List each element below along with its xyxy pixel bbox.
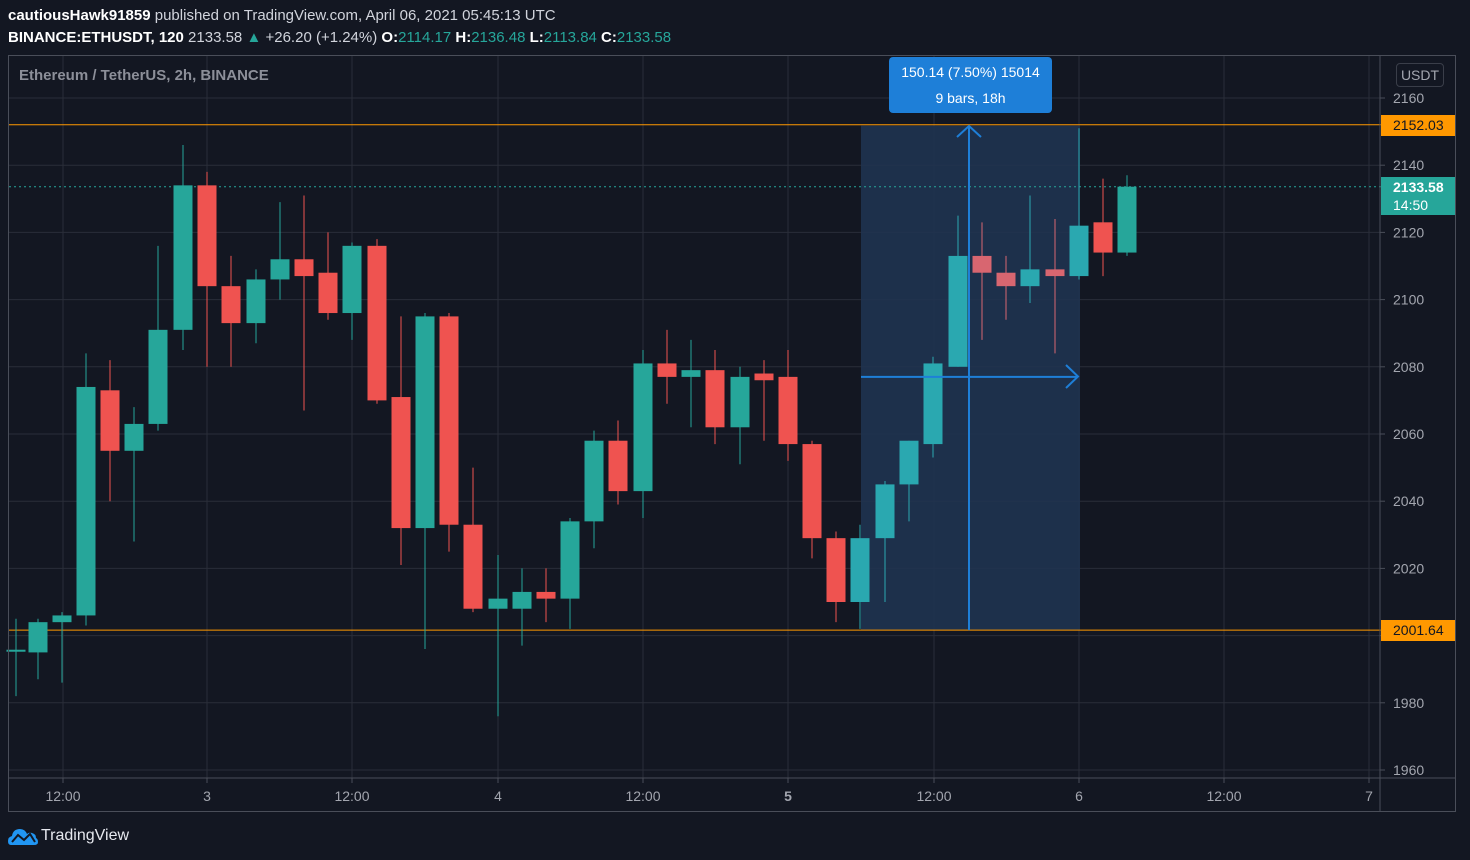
y-tick-label: 2140	[1393, 157, 1424, 173]
measure-line-2: 9 bars, 18h	[935, 90, 1006, 106]
candle	[246, 269, 266, 344]
candle	[996, 255, 1016, 320]
candle	[584, 430, 604, 549]
candle	[439, 313, 459, 552]
y-tick-label: 2020	[1393, 560, 1424, 576]
published-text: published on TradingView.com, April 06, …	[154, 7, 556, 24]
candle	[28, 618, 48, 680]
close-value: 2133.58	[616, 29, 672, 46]
candle	[681, 339, 701, 428]
candle	[826, 531, 846, 623]
candle	[875, 481, 895, 602]
y-tick-label: 1980	[1393, 695, 1424, 711]
change-value: +26.20 (+1.24%)	[265, 29, 378, 46]
y-tick-label: 1960	[1393, 762, 1424, 778]
candle	[294, 195, 314, 411]
candle	[221, 255, 241, 367]
candle	[100, 360, 120, 502]
candle	[148, 245, 168, 431]
candle	[124, 407, 144, 542]
close-label: C:	[601, 29, 617, 46]
high-value: 2136.48	[471, 29, 526, 46]
candle	[778, 350, 798, 461]
candle	[488, 554, 508, 717]
candle	[633, 350, 653, 518]
tradingview-logo[interactable]: TradingView	[8, 826, 129, 846]
candle	[391, 316, 411, 566]
chart-frame	[8, 55, 1456, 812]
candle	[560, 518, 580, 629]
candle	[536, 568, 556, 623]
symbol-label: BINANCE:ETHUSDT, 120	[8, 29, 184, 46]
x-tick-label: 5	[784, 788, 792, 804]
candle	[367, 239, 387, 404]
x-tick-label: 6	[1075, 788, 1083, 804]
candle	[705, 350, 725, 445]
candle	[972, 222, 992, 340]
candle	[1117, 175, 1137, 256]
x-tick-label: 3	[203, 788, 211, 804]
tradingview-wordmark: TradingView	[41, 827, 130, 844]
candle	[608, 420, 628, 505]
triangle-up-icon: ▲	[246, 29, 262, 46]
last-price-tag: 2133.58 14:50	[1381, 177, 1455, 215]
candle	[512, 568, 532, 646]
open-value: 2114.17	[398, 29, 452, 46]
candle	[1045, 218, 1065, 354]
candle	[850, 524, 870, 629]
low-label: L:	[529, 29, 544, 46]
candle	[173, 145, 193, 350]
publish-info: cautiousHawk91859 published on TradingVi…	[8, 7, 556, 24]
candle	[6, 618, 26, 697]
x-tick-label: 12:00	[334, 788, 369, 804]
candle	[76, 353, 96, 626]
open-label: O:	[381, 29, 399, 46]
lower-level-tag: 2001.64	[1381, 620, 1455, 641]
candle	[1093, 178, 1113, 277]
candle	[318, 232, 338, 320]
upper-level-tag: 2152.03	[1381, 115, 1455, 136]
candle	[463, 467, 483, 613]
y-tick-label: 2060	[1393, 426, 1424, 442]
candle	[52, 612, 72, 683]
x-tick-label: 12:00	[1206, 788, 1241, 804]
y-tick-label: 2100	[1393, 292, 1424, 308]
candle	[754, 360, 774, 441]
x-tick-label: 12:00	[45, 788, 80, 804]
candle	[657, 329, 677, 404]
candle	[415, 313, 435, 650]
currency-button[interactable]: USDT	[1396, 63, 1444, 87]
candle	[342, 242, 362, 340]
tradingview-cloud-icon	[8, 829, 38, 845]
last-value: 2133.58	[188, 29, 243, 46]
y-tick-label: 2080	[1393, 359, 1424, 375]
candle	[923, 356, 943, 458]
last-price-value: 2133.58	[1393, 179, 1444, 195]
high-label: H:	[455, 29, 472, 46]
candle	[730, 366, 750, 465]
y-tick-label: 2040	[1393, 493, 1424, 509]
low-value: 2113.84	[543, 29, 597, 46]
candle	[802, 440, 822, 559]
bar-countdown: 14:50	[1393, 197, 1429, 213]
candle	[197, 171, 217, 367]
y-tick-label: 2160	[1393, 90, 1424, 106]
x-tick-label: 12:00	[625, 788, 660, 804]
candle	[1069, 128, 1089, 280]
series-legend[interactable]: Ethereum / TetherUS, 2h, BINANCE	[19, 67, 269, 84]
x-tick-label: 7	[1365, 788, 1373, 804]
candle	[1020, 195, 1040, 303]
measure-line-1: 150.14 (7.50%) 15014	[901, 64, 1040, 80]
x-tick-label: 12:00	[916, 788, 951, 804]
measure-tooltip: 150.14 (7.50%) 15014 9 bars, 18h	[889, 57, 1052, 113]
candle	[270, 202, 290, 300]
x-tick-label: 4	[494, 788, 502, 804]
candle	[899, 440, 919, 522]
symbol-info: BINANCE:ETHUSDT, 120 2133.58 ▲ +26.20 (+…	[8, 29, 671, 46]
candle	[948, 215, 968, 367]
author-name[interactable]: cautiousHawk91859	[8, 7, 151, 24]
y-tick-label: 2120	[1393, 224, 1424, 240]
